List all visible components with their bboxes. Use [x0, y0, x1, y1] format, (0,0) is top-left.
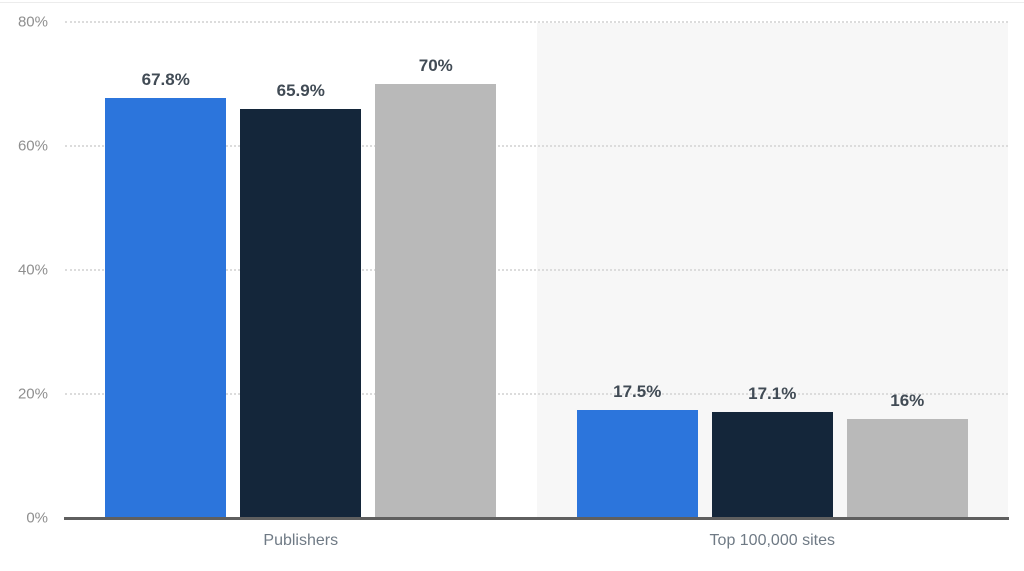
y-tick-label: 20%	[17, 385, 48, 403]
y-gridline	[65, 21, 1008, 23]
bar-gray-series[interactable]	[375, 84, 497, 518]
y-gridline	[65, 269, 1008, 271]
bar-navy-series[interactable]	[711, 411, 833, 518]
bar-navy-series[interactable]	[240, 109, 362, 518]
y-tick-label: 40%	[17, 261, 48, 279]
bar-value-label: 65.9%	[276, 81, 325, 101]
y-tick-label: 80%	[17, 13, 48, 31]
bar-value-label: 17.1%	[748, 383, 797, 403]
bar-value-label: 70%	[418, 56, 453, 75]
bar-value-label: 17.5%	[613, 381, 662, 401]
bar-value-label: 67.8%	[141, 69, 190, 89]
y-gridline	[65, 145, 1008, 147]
x-category-label: Top 100,000 sites	[709, 532, 835, 549]
x-category-label: Publishers	[263, 532, 339, 549]
bar-blue-series[interactable]	[105, 97, 227, 518]
y-tick-label: 60%	[17, 137, 48, 155]
bar-gray-series[interactable]	[846, 418, 968, 518]
bar-value-label: 16%	[890, 390, 925, 410]
y-gridline	[65, 393, 1008, 395]
chart-top-border	[0, 2, 1024, 3]
bar-blue-series[interactable]	[576, 409, 698, 518]
y-tick-label: 0%	[26, 509, 48, 527]
x-axis-line	[64, 517, 1009, 520]
